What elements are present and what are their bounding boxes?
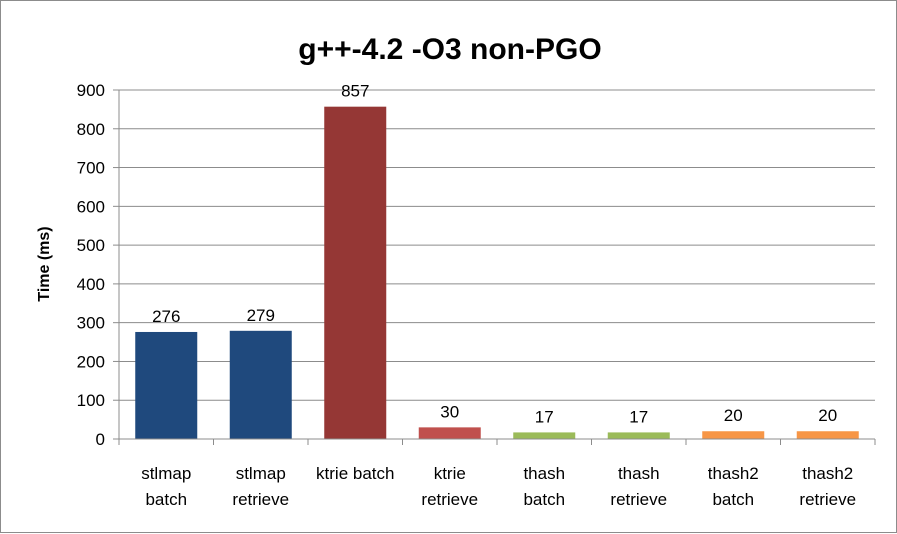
y-tick-label: 0 — [96, 430, 105, 449]
bar — [702, 431, 765, 439]
data-label: 17 — [535, 407, 554, 426]
data-label: 857 — [341, 82, 369, 101]
y-tick-label: 400 — [77, 275, 105, 294]
bar — [418, 427, 481, 439]
x-tick-label: stlmap batch — [141, 464, 191, 509]
data-label: 30 — [440, 402, 459, 421]
data-label: 279 — [247, 306, 275, 325]
y-tick-label: 300 — [77, 314, 105, 333]
y-axis-label: Time (ms) — [36, 226, 53, 301]
bar — [796, 431, 859, 439]
bars — [135, 106, 859, 440]
x-tick-label: stlmap retrieve — [232, 464, 289, 509]
x-tick-label: thash batch — [523, 464, 565, 509]
bar — [324, 106, 387, 440]
y-tick-label: 800 — [77, 120, 105, 139]
y-tick-label: 700 — [77, 159, 105, 178]
x-axis-labels: stlmap batch stlmap retrieve ktrie batch ktri… — [141, 464, 856, 509]
y-tick-label: 100 — [77, 391, 105, 410]
y-tick-label: 500 — [77, 236, 105, 255]
bar — [513, 432, 576, 439]
y-tick-label: 200 — [77, 352, 105, 371]
x-tick-label: thash retrieve — [610, 464, 667, 509]
y-axis-ticks: 0 100 200 300 400 500 600 700 800 900 — [77, 81, 119, 449]
data-labels: 276 279 857 30 17 17 20 20 — [152, 82, 837, 427]
bar — [607, 432, 670, 439]
data-label: 20 — [724, 406, 743, 425]
x-axis — [118, 90, 876, 445]
data-label: 276 — [152, 307, 180, 326]
chart-title: g++-4.2 -O3 non-PGO — [298, 33, 601, 66]
x-tick-label: ktrie batch — [316, 464, 394, 483]
x-tick-label: thash2 batch — [708, 464, 759, 509]
bar — [229, 330, 292, 439]
data-label: 17 — [629, 407, 648, 426]
data-label: 20 — [818, 406, 837, 425]
bar — [135, 331, 198, 439]
y-tick-label: 600 — [77, 197, 105, 216]
x-tick-label: thash2 retrieve — [799, 464, 856, 509]
y-tick-label: 900 — [77, 81, 105, 100]
x-tick-label: ktrie retrieve — [421, 464, 478, 509]
